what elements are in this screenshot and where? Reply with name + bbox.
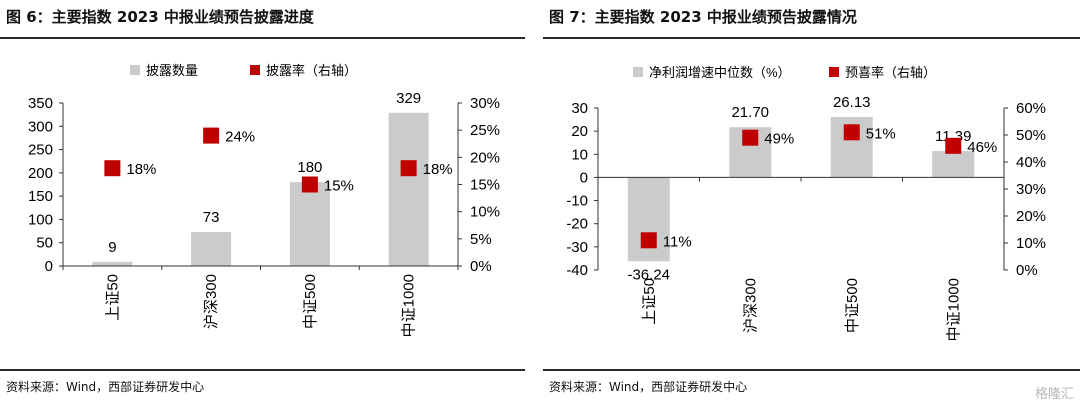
rate-value-label: 18%	[423, 161, 453, 178]
figure-6-source: 资料来源：Wind，西部证券研发中心	[6, 380, 205, 394]
rate-marker	[742, 129, 759, 146]
legend-swatch-marker	[829, 67, 839, 77]
left-axis-tick-label: 100	[28, 211, 53, 228]
category-label: 沪深300	[742, 278, 759, 333]
bar	[92, 261, 133, 266]
bar-value-label: 329	[396, 90, 421, 107]
figure-7-panel: 图 7：主要指数 2023 中报业绩预告披露情况 净利润增速中位数（%） 预喜率（…	[543, 0, 1080, 406]
left-axis-tick-label: 0	[45, 258, 53, 275]
rate-value-label: 49%	[764, 131, 794, 148]
left-axis-tick-label: 20	[571, 123, 588, 140]
left-axis-tick-label: -10	[566, 193, 588, 210]
bar	[191, 232, 232, 266]
bar	[932, 151, 975, 178]
rate-marker	[640, 232, 657, 249]
figure-6-title: 图 6：主要指数 2023 中报业绩预告披露进度	[6, 8, 314, 26]
left-axis-tick-label: -40	[566, 262, 588, 279]
legend-label-bar: 披露数量	[146, 63, 198, 78]
category-label: 中证500	[844, 278, 861, 333]
legend-label-marker: 预喜率（右轴）	[845, 65, 936, 80]
figure-7-title: 图 7：主要指数 2023 中报业绩预告披露情况	[549, 8, 857, 26]
top-rule	[0, 37, 525, 39]
bar-value-label: -36.24	[627, 266, 670, 283]
bar-value-label: 21.70	[731, 104, 769, 121]
figure-7-source: 资料来源：Wind，西部证券研发中心	[549, 380, 748, 394]
rate-marker	[945, 137, 962, 154]
top-rule	[543, 37, 1080, 39]
rate-value-label: 15%	[324, 178, 354, 195]
bottom-rule	[0, 369, 525, 371]
right-axis-tick-label: 5%	[470, 231, 492, 248]
left-axis-tick-label: 300	[28, 118, 53, 135]
category-label: 上证50	[104, 274, 121, 321]
category-label: 中证1000	[401, 274, 418, 337]
left-axis-tick-label: -30	[566, 239, 588, 256]
rate-value-label: 11%	[663, 233, 692, 250]
bar-value-label: 11.39	[935, 128, 971, 145]
right-axis-tick-label: 25%	[470, 122, 500, 139]
rate-marker	[104, 160, 121, 177]
bar-value-label: 9	[108, 239, 116, 256]
left-axis-tick-label: 50	[36, 235, 53, 252]
figure-7-chart: 净利润增速中位数（%） 预喜率（右轴） -40 -30 -20 -10 0 10 20 30 0% 1…	[566, 65, 1046, 341]
bar-value-label: 73	[203, 209, 220, 226]
rate-marker	[301, 176, 318, 193]
legend-label-bar: 净利润增速中位数（%）	[649, 65, 791, 80]
bar	[388, 112, 429, 266]
legend-swatch-bar	[633, 67, 643, 77]
watermark-logo: 格隆汇	[1034, 387, 1074, 402]
right-axis-tick-label: 40%	[1016, 154, 1046, 171]
left-axis-tick-label: 10	[571, 146, 588, 163]
right-axis-tick-label: 30%	[1016, 181, 1046, 198]
right-axis-tick-label: 20%	[1016, 208, 1046, 225]
right-axis-tick-label: 0%	[470, 258, 492, 275]
right-axis-tick-label: 10%	[1016, 235, 1046, 252]
bar	[289, 182, 330, 266]
legend-swatch-bar	[130, 65, 140, 75]
category-label: 中证1000	[945, 278, 962, 341]
rate-marker	[203, 127, 220, 144]
right-axis-tick-label: 15%	[470, 177, 500, 194]
figure-6-panel: 图 6：主要指数 2023 中报业绩预告披露进度 披露数量 披露率（右轴） 0 50 1…	[0, 0, 525, 406]
rate-value-label: 24%	[225, 129, 255, 146]
rate-value-label: 18%	[126, 161, 156, 178]
right-axis-tick-label: 60%	[1016, 100, 1046, 117]
right-axis-tick-label: 10%	[470, 204, 500, 221]
right-axis-tick-label: 20%	[470, 149, 500, 166]
right-axis-tick-label: 50%	[1016, 127, 1046, 144]
right-axis-tick-label: 0%	[1016, 262, 1038, 279]
rate-value-label: 46%	[967, 139, 997, 156]
bottom-rule	[543, 369, 1080, 371]
rate-value-label: 51%	[866, 125, 896, 142]
left-axis-tick-label: 200	[28, 165, 53, 182]
left-axis-tick-label: 350	[28, 95, 53, 112]
rate-marker	[843, 124, 860, 141]
left-axis-tick-label: -20	[566, 216, 588, 233]
left-axis-tick-label: 150	[28, 188, 53, 205]
category-label: 沪深300	[203, 274, 220, 329]
left-axis-tick-label: 30	[571, 100, 588, 117]
rate-marker	[400, 160, 417, 177]
category-label: 中证500	[302, 274, 319, 329]
category-label: 上证50	[641, 278, 658, 325]
bar-value-label: 26.13	[833, 94, 871, 111]
bar-value-label: 180	[297, 159, 322, 176]
right-axis-tick-label: 30%	[470, 95, 500, 112]
left-axis-tick-label: 0	[580, 169, 588, 186]
left-axis-tick-label: 250	[28, 142, 53, 159]
legend-label-marker: 披露率（右轴）	[266, 63, 357, 78]
figure-6-chart: 披露数量 披露率（右轴） 0 50 100 150 200 250 300 350 0% 5% 10% 1…	[28, 63, 500, 337]
legend-swatch-marker	[250, 65, 260, 75]
